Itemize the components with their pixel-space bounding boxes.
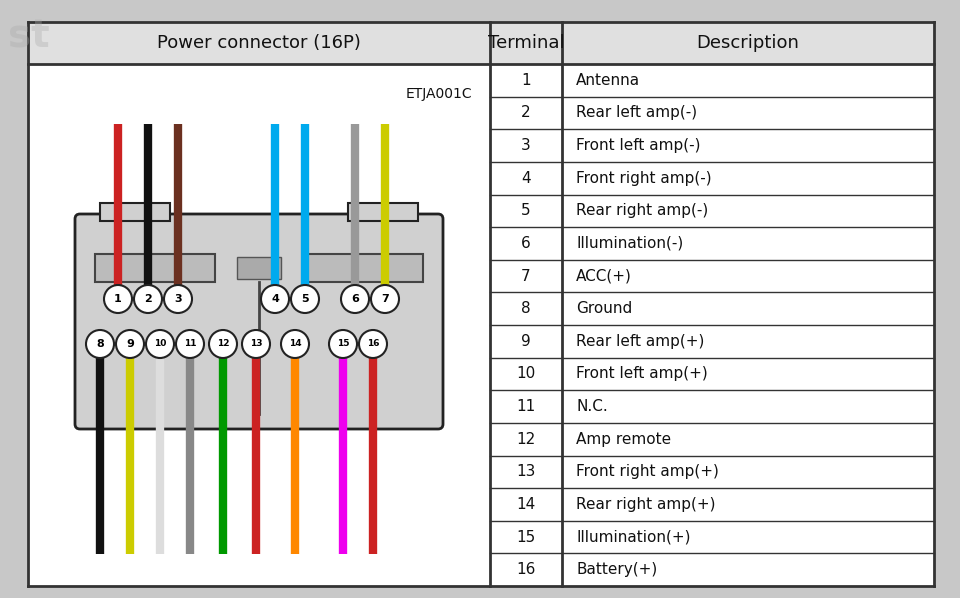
Text: 11: 11 [516, 399, 536, 414]
Bar [100, 203, 170, 221]
Text: Rear left amp(-): Rear left amp(-) [576, 105, 697, 120]
Circle shape [341, 285, 369, 313]
Circle shape [164, 285, 192, 313]
Circle shape [209, 330, 237, 358]
FancyBboxPatch shape [75, 214, 443, 429]
Text: Front right amp(-): Front right amp(-) [576, 170, 711, 186]
Text: 2: 2 [521, 105, 531, 120]
Text: Front right amp(+): Front right amp(+) [576, 464, 719, 480]
Text: 10: 10 [154, 340, 166, 349]
Text: Battery(+): Battery(+) [576, 562, 658, 577]
Circle shape [359, 330, 387, 358]
Circle shape [116, 330, 144, 358]
Text: st: st [8, 18, 50, 56]
Circle shape [176, 330, 204, 358]
Circle shape [86, 330, 114, 358]
Text: 8: 8 [521, 301, 531, 316]
Text: 16: 16 [516, 562, 536, 577]
Text: 8: 8 [96, 339, 104, 349]
Text: 15: 15 [516, 530, 536, 545]
Circle shape [371, 285, 399, 313]
Text: Rear left amp(+): Rear left amp(+) [576, 334, 705, 349]
Text: Illumination(-): Illumination(-) [576, 236, 684, 251]
Text: 12: 12 [217, 340, 229, 349]
Text: 1: 1 [114, 294, 122, 304]
Text: 1: 1 [521, 73, 531, 88]
Text: Front left amp(+): Front left amp(+) [576, 367, 708, 382]
Text: 15: 15 [337, 340, 349, 349]
Text: 14: 14 [516, 497, 536, 512]
Text: 4: 4 [271, 294, 279, 304]
Text: 7: 7 [381, 294, 389, 304]
Text: ETJA001C: ETJA001C [405, 87, 472, 101]
Text: 6: 6 [521, 236, 531, 251]
Circle shape [242, 330, 270, 358]
Text: 14: 14 [289, 340, 301, 349]
Text: Terminal: Terminal [488, 34, 564, 52]
Circle shape [329, 330, 357, 358]
Text: Power connector (16P): Power connector (16P) [157, 34, 361, 52]
Circle shape [291, 285, 319, 313]
Text: 3: 3 [521, 138, 531, 153]
Text: Rear right amp(-): Rear right amp(-) [576, 203, 708, 218]
Bar [348, 203, 418, 221]
Text: 9: 9 [126, 339, 134, 349]
Text: 2: 2 [144, 294, 152, 304]
Text: 4: 4 [521, 170, 531, 186]
Circle shape [146, 330, 174, 358]
Text: 5: 5 [301, 294, 309, 304]
Text: 9: 9 [521, 334, 531, 349]
Circle shape [104, 285, 132, 313]
Text: ACC(+): ACC(+) [576, 269, 632, 283]
Text: 13: 13 [250, 340, 262, 349]
Circle shape [134, 285, 162, 313]
Text: 3: 3 [174, 294, 181, 304]
Bar [95, 254, 215, 282]
Text: 13: 13 [516, 464, 536, 480]
Text: 16: 16 [367, 340, 379, 349]
Text: 11: 11 [183, 340, 196, 349]
Text: 5: 5 [521, 203, 531, 218]
Text: 12: 12 [516, 432, 536, 447]
Text: N.C.: N.C. [576, 399, 608, 414]
Text: 10: 10 [516, 367, 536, 382]
Bar [28, 22, 934, 64]
Text: Illumination(+): Illumination(+) [576, 530, 690, 545]
Circle shape [261, 285, 289, 313]
Text: Amp remote: Amp remote [576, 432, 671, 447]
Circle shape [281, 330, 309, 358]
Text: Front left amp(-): Front left amp(-) [576, 138, 701, 153]
Text: 7: 7 [521, 269, 531, 283]
Bar [303, 254, 423, 282]
Text: Antenna: Antenna [576, 73, 640, 88]
Bar [237, 257, 281, 279]
Text: Description: Description [697, 34, 800, 52]
Text: 6: 6 [351, 294, 359, 304]
Text: Ground: Ground [576, 301, 633, 316]
Text: Rear right amp(+): Rear right amp(+) [576, 497, 715, 512]
